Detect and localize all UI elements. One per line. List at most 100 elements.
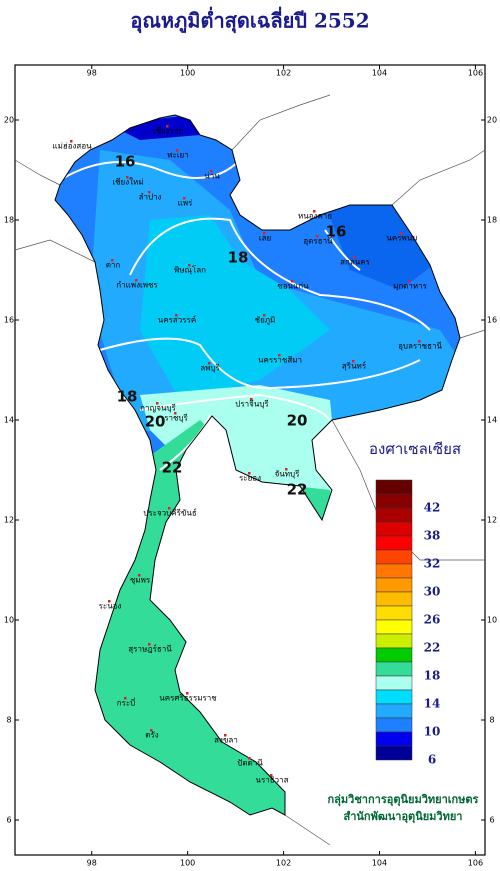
country-outline [54, 114, 461, 816]
place-marker [263, 232, 266, 235]
place-label: จันทบุรี [275, 470, 301, 479]
place-label: อุบลราชธานี [398, 342, 442, 351]
place-marker [174, 412, 177, 415]
legend-swatch [375, 577, 413, 593]
contour-label: 20 [145, 413, 166, 431]
credit-line: กลุ่มวิชาการอุตุนิยมวิทยาเกษตร [328, 793, 479, 807]
place-label: สุรินทร์ [342, 361, 367, 371]
place-marker [408, 280, 411, 283]
place-label: นครราชสีมา [258, 356, 302, 365]
legend-swatch [375, 717, 413, 733]
place-label: อุดรธานี [303, 237, 333, 246]
x-tick-label: 104 [372, 859, 387, 868]
legend-swatch [375, 507, 413, 523]
place-marker [250, 398, 253, 401]
place-marker [108, 600, 111, 603]
place-label: ลำปาง [139, 193, 162, 202]
legend-swatch [375, 605, 413, 621]
place-marker [224, 734, 227, 737]
place-marker [313, 210, 316, 213]
zone-22 [140, 385, 340, 500]
place-label: ปัตตานี [237, 759, 263, 768]
place-marker [263, 314, 266, 317]
place-marker [148, 643, 151, 646]
place-marker [124, 697, 127, 700]
legend-swatch [375, 493, 413, 509]
place-marker [135, 279, 138, 282]
place-label: ตาก [106, 261, 121, 270]
place-label: ชุมพร [130, 576, 151, 585]
place-label: กาญจนบุรี [140, 404, 176, 413]
place-marker [418, 340, 421, 343]
place-marker [168, 507, 171, 510]
place-marker [186, 692, 189, 695]
contour-label: 18 [117, 388, 138, 406]
y-tick-label: 8 [6, 716, 11, 725]
place-marker [175, 314, 178, 317]
place-marker [156, 402, 159, 405]
place-label: ขอนแก่น [277, 282, 309, 291]
legend-title: องศาเซลเซียส [369, 440, 461, 458]
y-tick-label: 14 [487, 416, 497, 425]
legend-swatch [375, 661, 413, 677]
contour-label: 22 [162, 459, 183, 477]
place-marker [188, 264, 191, 267]
legend-swatch [375, 689, 413, 705]
place-marker [278, 354, 281, 357]
place-label: หนองคาย [298, 212, 332, 221]
place-label: นราธิวาส [255, 776, 288, 785]
legend-swatch [375, 731, 413, 747]
x-tick-label: 102 [276, 859, 291, 868]
zone-20 [140, 215, 330, 400]
legend-label: 6 [428, 753, 436, 767]
y-tick-label: 12 [487, 516, 497, 525]
place-label: ระยอง [239, 474, 261, 483]
place-label: กำแพงเพชร [116, 281, 158, 290]
place-marker [111, 259, 114, 262]
place-marker [176, 149, 179, 152]
contour-label: 16 [115, 153, 136, 171]
y-tick-label: 18 [487, 216, 497, 225]
y-tick-label: 8 [489, 716, 494, 725]
x-tick-label: 102 [276, 69, 291, 78]
place-label: ประจวบคีรีขันธ์ [143, 508, 197, 518]
legend-label: 22 [424, 641, 441, 655]
y-tick-label: 6 [489, 816, 494, 825]
legend-swatch [375, 591, 413, 607]
place-label: ตรัง [145, 731, 158, 740]
legend-swatch [375, 745, 413, 761]
place-label: เชียงใหม่ [112, 178, 143, 187]
place-marker [352, 360, 355, 363]
place-label: ระนอง [99, 602, 122, 611]
place-label: ปราจีนบุรี [235, 400, 269, 409]
contour-label: 22 [287, 481, 308, 499]
place-marker [126, 176, 129, 179]
map-title: อุณหภูมิต่ำสุดเฉลี่ยปี 2552 [130, 6, 369, 35]
y-tick-label: 16 [4, 316, 14, 325]
place-label: สงขลา [214, 736, 238, 745]
y-tick-label: 14 [4, 416, 14, 425]
legend-swatch [375, 479, 413, 495]
place-label: เชียงราย [153, 127, 183, 136]
legend-swatch [375, 703, 413, 719]
x-tick-label: 100 [180, 69, 195, 78]
legend-swatch [375, 563, 413, 579]
place-label: แพร่ [178, 199, 193, 208]
x-tick-label: 106 [468, 69, 483, 78]
legend-label: 26 [424, 613, 441, 627]
place-marker [353, 256, 356, 259]
place-label: นครสวรรค์ [158, 315, 196, 325]
place-label: สกลนคร [340, 258, 370, 267]
place-marker [208, 362, 211, 365]
legend-swatch [375, 535, 413, 551]
y-tick-label: 20 [4, 116, 14, 125]
y-tick-label: 10 [4, 616, 14, 625]
legend-swatch [375, 549, 413, 565]
x-tick-label: 98 [87, 859, 97, 868]
contour-label: 20 [287, 412, 308, 430]
legend-swatch [375, 633, 413, 649]
legend-label: 18 [424, 669, 441, 683]
